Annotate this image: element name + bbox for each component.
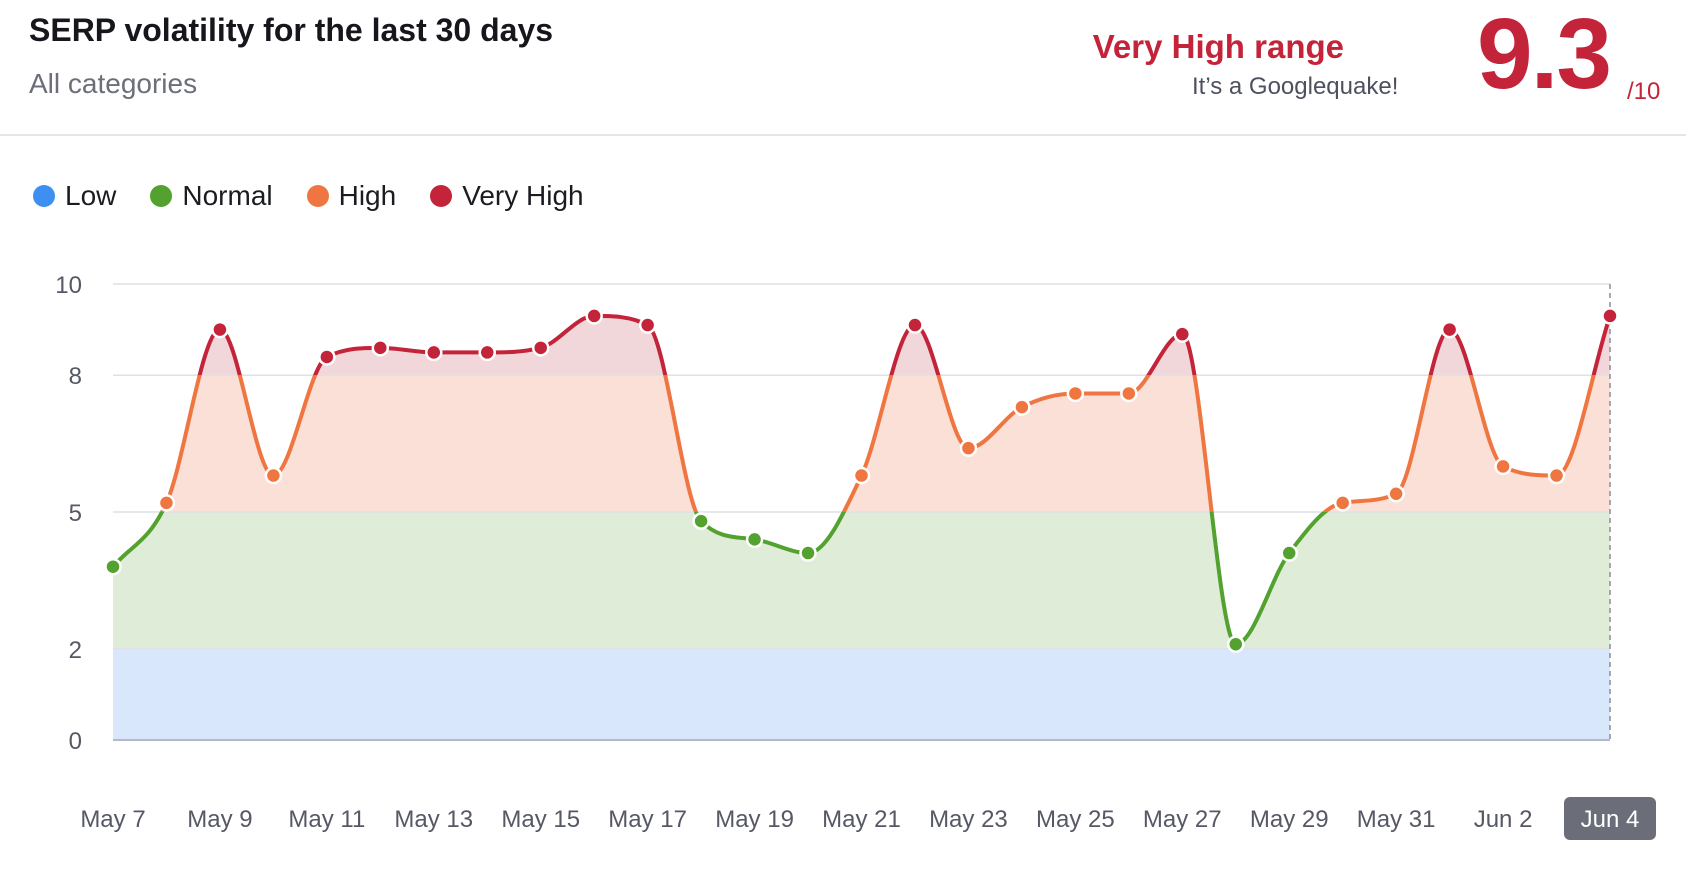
y-tick-label: 2 <box>69 637 82 664</box>
band-very-high <box>113 315 1610 376</box>
y-tick-label: 5 <box>69 500 82 527</box>
range-note: It’s a Googlequake! <box>1192 73 1399 100</box>
data-point <box>371 339 390 357</box>
data-point <box>1601 307 1619 325</box>
legend-dot-icon <box>33 185 55 207</box>
data-point <box>211 320 229 339</box>
data-point <box>1494 457 1512 476</box>
legend-label: Normal <box>182 180 273 211</box>
data-point <box>959 439 978 457</box>
data-point <box>478 343 496 362</box>
data-point <box>1547 466 1566 485</box>
legend-dot-icon <box>306 185 329 207</box>
data-point <box>799 544 817 562</box>
data-point <box>1333 494 1352 512</box>
score-max: /10 <box>1627 78 1661 105</box>
data-point <box>104 557 122 576</box>
x-tick-label: May 31 <box>1357 806 1436 833</box>
x-tick-label: Jun 2 <box>1474 806 1533 833</box>
x-tick-label: May 9 <box>187 806 252 833</box>
series-line-high <box>159 375 1596 513</box>
x-tick-label: May 25 <box>1036 806 1115 833</box>
data-point <box>852 466 871 485</box>
band-normal <box>113 512 1610 649</box>
data-point <box>585 307 603 325</box>
chart-title: SERP volatility for the last 30 days <box>29 12 554 48</box>
legend-item-normal[interactable]: Normal <box>150 180 273 212</box>
legend: Low Normal High Very High <box>33 180 584 212</box>
legend-item-very-high[interactable]: Very High <box>430 180 584 212</box>
data-point <box>1173 325 1192 343</box>
legend-dot-icon <box>430 185 453 207</box>
x-tick-label: May 23 <box>929 806 1008 833</box>
x-tick-label: May 17 <box>608 806 687 833</box>
data-point <box>425 343 443 362</box>
data-point <box>157 494 176 512</box>
x-tick-label: May 29 <box>1250 806 1329 833</box>
data-point <box>531 339 550 357</box>
x-tick-label: Jun 4 <box>1581 806 1640 833</box>
legend-label: High <box>338 180 397 211</box>
selected-date-badge <box>1564 797 1656 840</box>
band-low <box>113 648 1610 740</box>
data-point <box>318 348 336 366</box>
x-tick-label: May 19 <box>715 806 794 833</box>
category-subtitle: All categories <box>29 68 198 99</box>
data-point <box>1013 398 1031 416</box>
x-tick-label: May 11 <box>288 806 365 833</box>
data-point <box>1227 635 1245 653</box>
data-point <box>1066 384 1085 403</box>
legend-item-low[interactable]: Low <box>33 180 116 212</box>
data-point <box>692 512 710 530</box>
data-point <box>638 316 657 334</box>
data-point <box>1280 544 1298 562</box>
x-tick-label: May 7 <box>80 806 145 833</box>
legend-label: Very High <box>462 180 584 211</box>
data-point <box>264 466 283 485</box>
data-point <box>1120 384 1138 403</box>
x-tick-label: May 13 <box>394 806 473 833</box>
x-tick-label: May 21 <box>822 806 901 833</box>
band-high <box>113 375 1610 512</box>
range-label: Very High range <box>1092 28 1344 65</box>
volatility-score: 9.3 <box>1477 0 1612 110</box>
data-point <box>1440 320 1459 339</box>
legend-label: Low <box>65 180 117 211</box>
data-point <box>1387 485 1405 503</box>
x-tick-label: May 27 <box>1143 806 1222 833</box>
header: SERP volatility for the last 30 days All… <box>0 0 1686 136</box>
legend-dot-icon <box>150 185 173 207</box>
y-tick-label: 10 <box>55 272 82 299</box>
y-tick-label: 8 <box>69 363 82 390</box>
x-tick-label: May 15 <box>501 806 580 833</box>
y-tick-label: 0 <box>69 728 82 755</box>
data-point <box>745 530 764 549</box>
data-point <box>906 316 924 334</box>
legend-item-high[interactable]: High <box>306 180 397 212</box>
